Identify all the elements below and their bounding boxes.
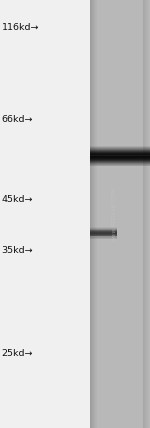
Bar	[91, 0, 92, 428]
Text: 66kd→: 66kd→	[2, 115, 33, 125]
Bar	[90, 232, 117, 233]
Bar	[90, 150, 150, 151]
Bar	[147, 0, 148, 428]
Bar	[90, 155, 150, 156]
Bar	[90, 151, 150, 152]
Bar	[90, 165, 150, 166]
Bar	[90, 158, 150, 159]
Bar	[90, 236, 117, 237]
Bar	[90, 233, 117, 234]
Bar	[90, 228, 117, 229]
Bar	[90, 231, 117, 232]
Bar	[90, 148, 150, 149]
Bar	[90, 153, 150, 154]
Bar	[90, 237, 117, 238]
Bar	[90, 153, 150, 154]
Bar	[90, 227, 117, 228]
Bar	[90, 232, 117, 233]
Bar	[90, 229, 117, 230]
Text: 25kd→: 25kd→	[2, 348, 33, 358]
Bar	[90, 164, 150, 165]
Bar	[90, 152, 150, 153]
Bar	[90, 163, 150, 164]
Bar	[90, 160, 150, 161]
Text: www.PTGLAB.COM: www.PTGLAB.COM	[111, 187, 117, 241]
Bar	[144, 0, 145, 428]
Text: 45kd→: 45kd→	[2, 194, 33, 204]
Bar	[90, 238, 117, 239]
Bar	[90, 233, 117, 234]
Bar	[90, 234, 117, 235]
Bar	[90, 235, 117, 237]
Bar	[90, 161, 150, 162]
Bar	[90, 150, 150, 151]
Bar	[90, 159, 150, 160]
Bar	[95, 0, 96, 428]
Bar	[93, 0, 94, 428]
Bar	[143, 0, 144, 428]
Bar	[90, 146, 150, 147]
Bar	[90, 151, 150, 152]
Bar	[90, 231, 117, 232]
Bar	[90, 147, 150, 148]
Bar	[146, 0, 147, 428]
Bar	[94, 0, 95, 428]
Bar	[90, 152, 150, 153]
Bar	[90, 159, 150, 160]
Bar	[90, 229, 117, 230]
Bar	[90, 162, 150, 163]
Bar	[90, 155, 150, 157]
Bar	[90, 148, 150, 149]
Bar	[90, 157, 150, 158]
Bar	[90, 165, 150, 166]
Bar	[90, 238, 117, 239]
Bar	[90, 154, 150, 155]
Bar	[90, 230, 117, 231]
Bar	[90, 158, 150, 159]
Bar	[96, 0, 97, 428]
Bar	[90, 0, 150, 428]
Text: 35kd→: 35kd→	[2, 246, 33, 255]
Bar	[90, 154, 150, 155]
Text: 116kd→: 116kd→	[2, 23, 39, 33]
Bar	[90, 161, 150, 162]
Bar	[145, 0, 146, 428]
Bar	[149, 0, 150, 428]
Bar	[90, 237, 117, 238]
Bar	[90, 235, 117, 236]
Bar	[90, 0, 91, 428]
Bar	[90, 147, 150, 148]
Bar	[90, 162, 150, 163]
Bar	[90, 160, 150, 161]
Bar	[90, 156, 150, 157]
Bar	[90, 234, 117, 235]
Bar	[90, 228, 117, 229]
Bar	[90, 149, 150, 150]
Bar	[148, 0, 149, 428]
Bar	[90, 164, 150, 165]
Bar	[92, 0, 93, 428]
Bar	[90, 157, 150, 158]
Bar	[90, 149, 150, 150]
